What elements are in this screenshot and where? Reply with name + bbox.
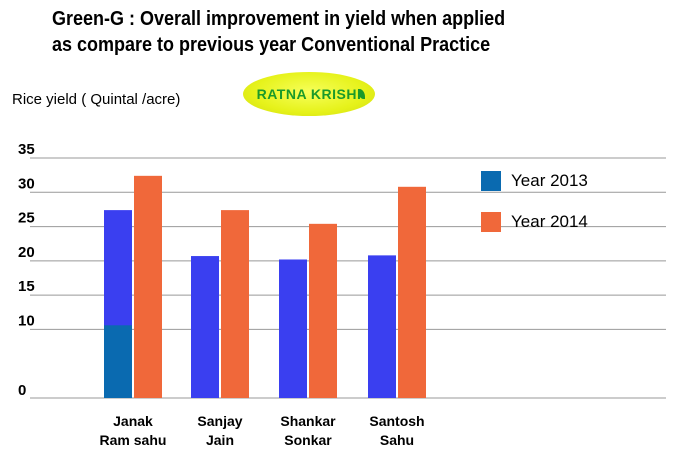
chart-title-line-1: Green-G : Overall improvement in yield w… [52, 8, 506, 30]
x-tick-label: Ram sahu [100, 432, 167, 448]
x-tick-label: Shankar [280, 413, 336, 429]
legend-swatch-2013 [481, 171, 501, 191]
y-tick-label: 30 [18, 175, 35, 192]
x-tick-label: Jain [206, 432, 234, 448]
bar-2013 [368, 255, 396, 398]
bar-2014 [309, 223, 337, 398]
chart-title: Green-G : Overall improvement in yield w… [52, 6, 592, 58]
bar-2013 [191, 256, 219, 398]
y-tick-label: 10 [18, 312, 35, 329]
legend-item-2014: Year 2014 [481, 212, 588, 232]
y-axis-label: Rice yield ( Quintal /acre) [12, 91, 181, 108]
legend-item-2013: Year 2013 [481, 171, 588, 191]
bar-2013-highlight [104, 325, 132, 398]
y-tick-label: 35 [18, 141, 35, 158]
legend-swatch-2014 [481, 212, 501, 232]
legend-label-2014: Year 2014 [511, 212, 588, 231]
y-tick-label: 25 [18, 210, 35, 227]
bar-2014 [398, 186, 426, 398]
legend-label-2013: Year 2013 [511, 171, 588, 190]
x-tick-label: Sahu [380, 432, 414, 448]
leaf-icon [358, 89, 365, 99]
ratna-krishi-logo: RATNA KRISHI [243, 72, 375, 116]
logo-text: RATNA KRISHI [256, 86, 362, 102]
bar-2013 [279, 259, 307, 398]
x-tick-label: Santosh [369, 413, 424, 429]
x-tick-label: Janak [113, 413, 153, 429]
y-tick-label: 0 [18, 382, 26, 399]
y-tick-label: 15 [18, 278, 35, 295]
bar-2014 [134, 175, 162, 398]
x-tick-label: Sonkar [284, 432, 332, 448]
x-tick-label: Sanjay [197, 413, 242, 429]
y-tick-label: 20 [18, 244, 35, 261]
bar-2014 [221, 210, 249, 398]
chart-title-line-2: as compare to previous year Conventional… [52, 34, 491, 56]
